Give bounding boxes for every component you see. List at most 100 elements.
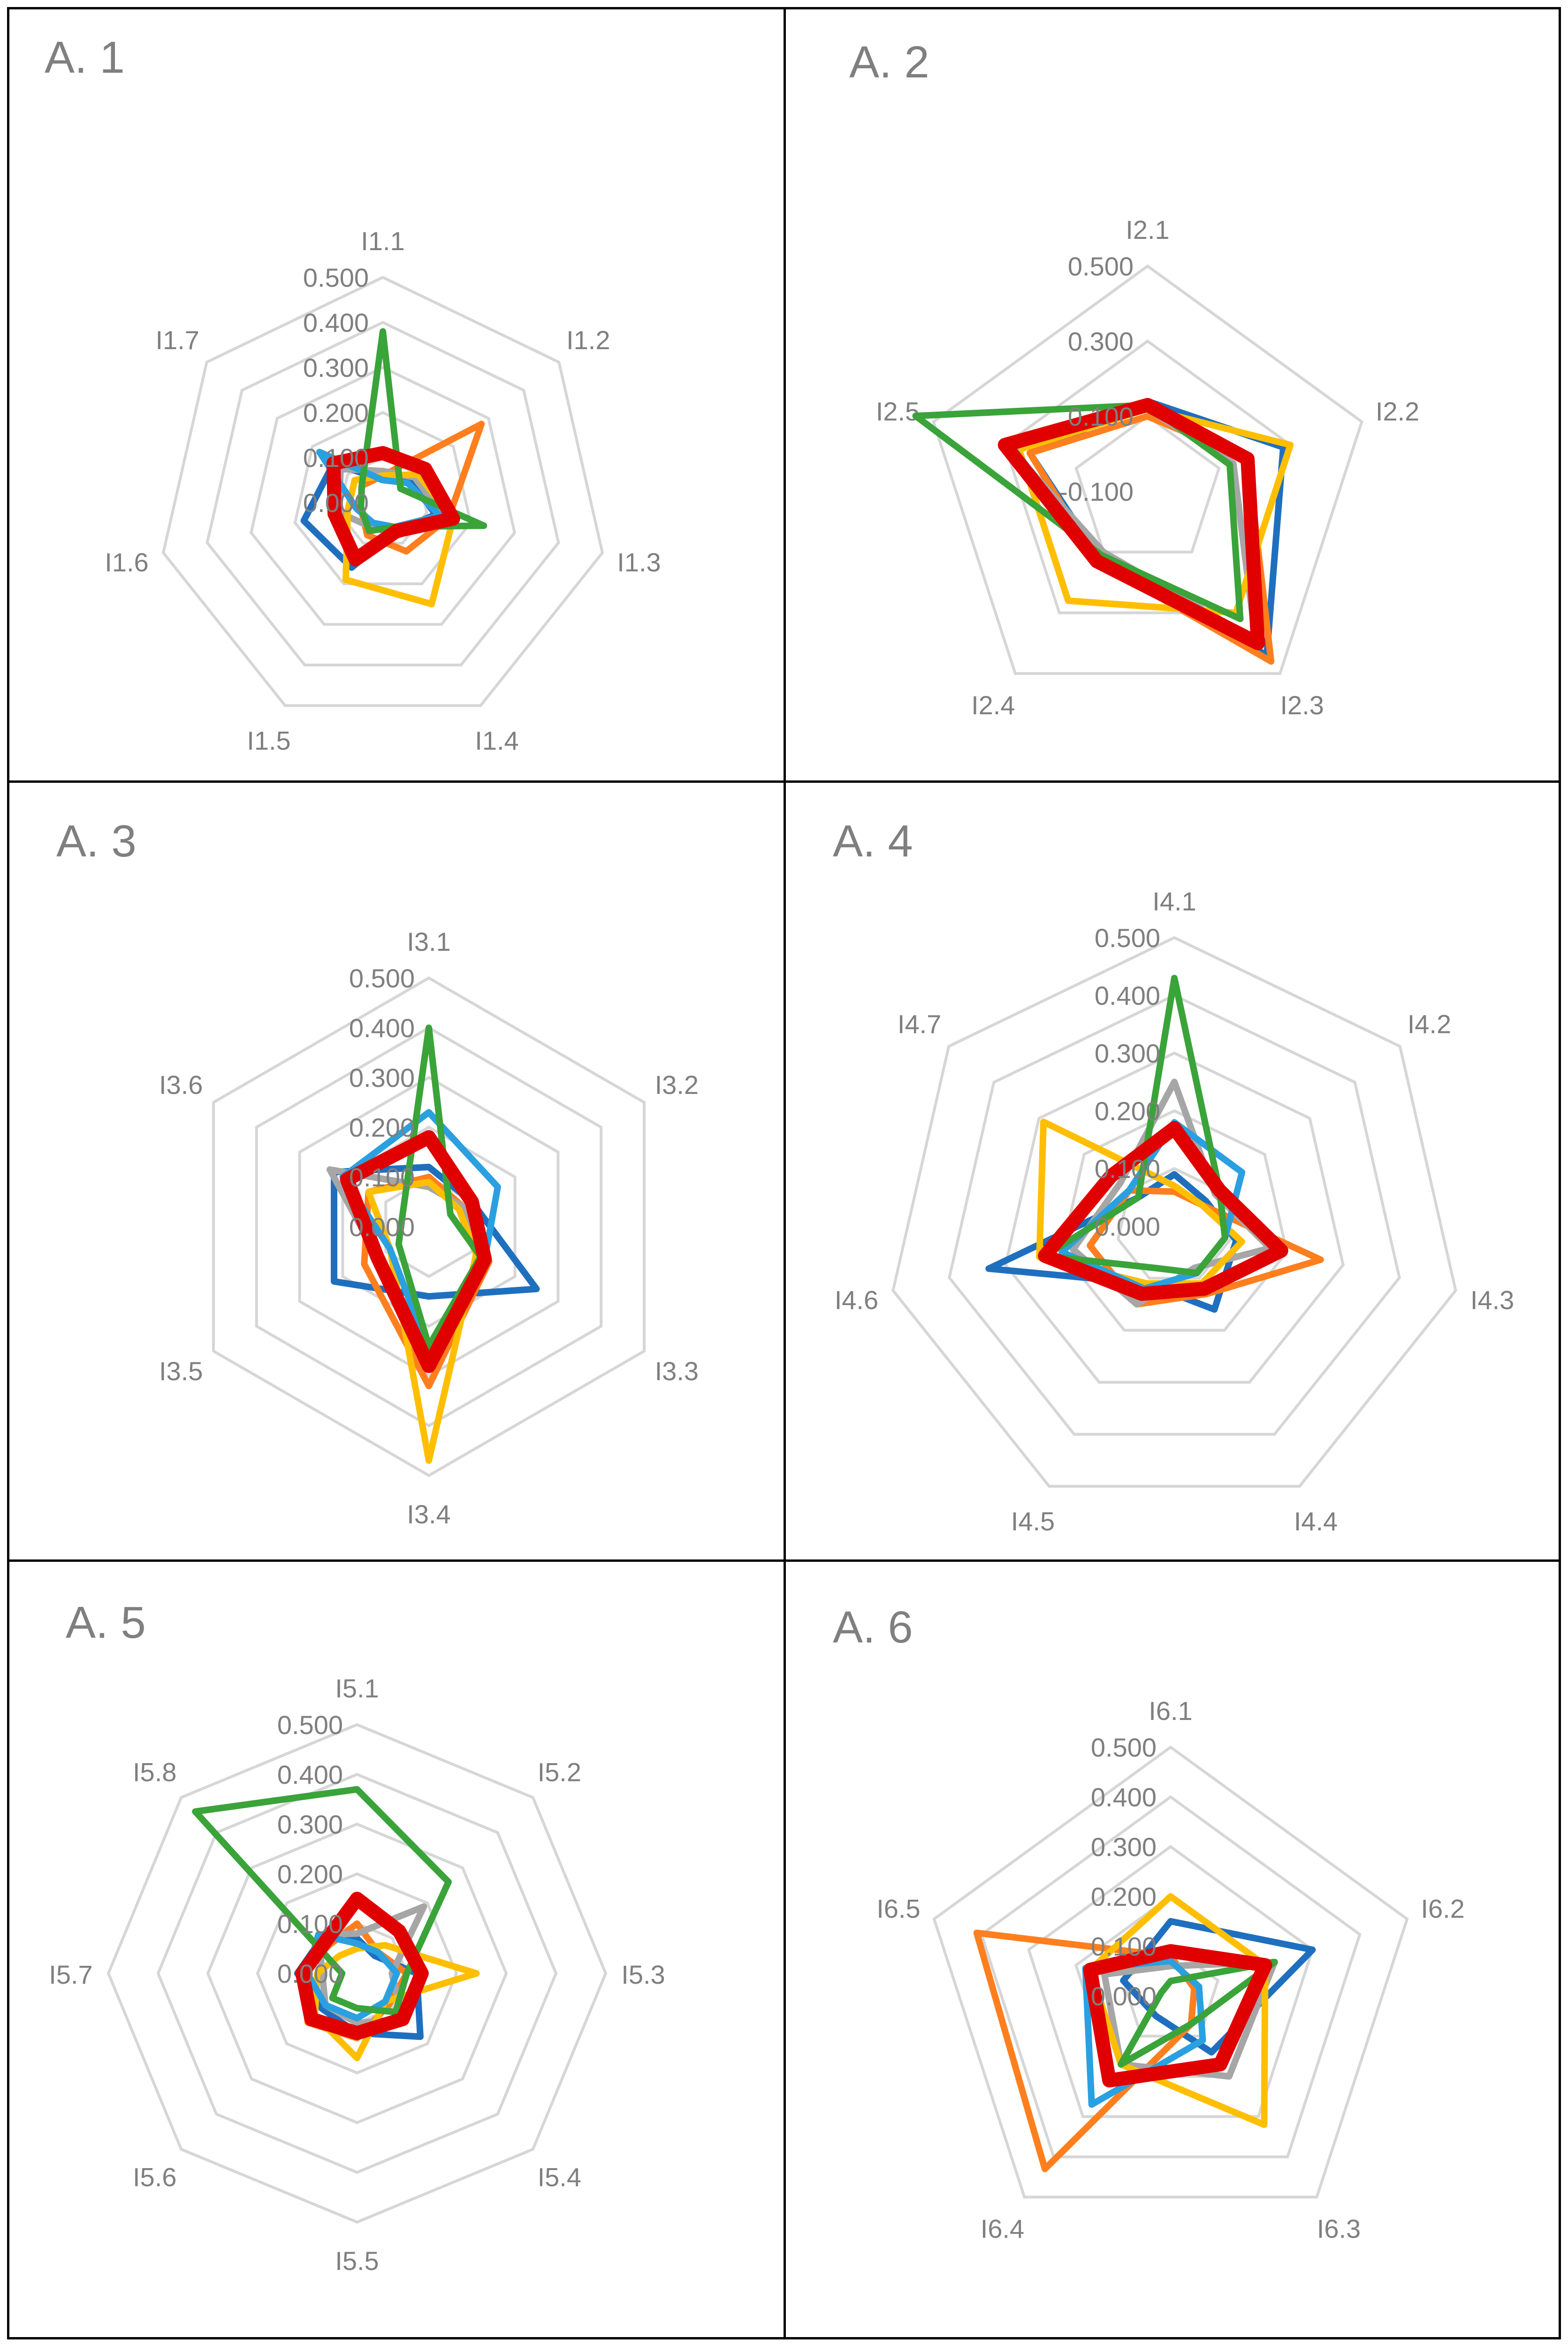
- series-line-s6: [358, 328, 487, 535]
- axis-label: I4.7: [898, 1009, 941, 1039]
- tick-label: 0.300: [277, 1810, 343, 1839]
- grid-ring: [293, 411, 472, 585]
- series-line-s5: [316, 449, 443, 530]
- axis-label: I5.7: [49, 1960, 92, 1989]
- tick-label: 0.000: [1091, 1981, 1157, 2011]
- grid-ring: [161, 275, 604, 707]
- tick-label: 0.300: [1095, 1039, 1160, 1068]
- axis-label: I5.1: [335, 1674, 379, 1703]
- axis-label: I3.2: [655, 1070, 699, 1100]
- tick-label: -0.100: [1059, 477, 1134, 506]
- tick-label: 0.400: [349, 1013, 415, 1043]
- series-line-s7: [340, 1130, 492, 1373]
- tick-label: 0.400: [1091, 1782, 1157, 1812]
- axis-label: I1.7: [155, 325, 199, 355]
- radar-chart-1: A. 1 I1.1 I1.2 I1.3 I1.4 I1.5 I1.6 I1.7 0.000 0.1…: [45, 32, 661, 756]
- tick-label: 0.200: [303, 398, 369, 428]
- radar-chart-2: A. 2 I2.1 I2.2 I2.3 I2.4 I2.5 -0.100 0.100 0.300…: [849, 37, 1419, 720]
- chart-title: A. 3: [56, 816, 137, 866]
- grid-ring: [932, 1745, 1409, 2199]
- tick-label: 0.100: [1095, 1154, 1160, 1184]
- tick-label: 0.400: [303, 308, 369, 337]
- grid-ring: [206, 321, 560, 666]
- series-line-s4: [1087, 1893, 1269, 2128]
- frame-right: [1559, 7, 1561, 2339]
- axis-label: I1.6: [105, 548, 148, 577]
- axis-label: I5.8: [133, 1758, 176, 1787]
- axis-label: I2.5: [876, 397, 920, 426]
- grid-ring: [1004, 1051, 1345, 1384]
- axis-label: I4.5: [1011, 1506, 1055, 1536]
- tick-label: 0.300: [1091, 1832, 1157, 1862]
- tick-label: 0.400: [1095, 981, 1160, 1010]
- tick-label: 0.400: [277, 1760, 343, 1789]
- grid-ring: [980, 1795, 1362, 2158]
- grid-ring: [1074, 414, 1221, 554]
- axis-label: I6.4: [981, 2214, 1024, 2244]
- series-line-s4: [1036, 1118, 1245, 1287]
- axis-label: I1.2: [566, 325, 610, 355]
- tick-label: 0.300: [1068, 327, 1134, 356]
- grid-ring: [256, 1872, 458, 2075]
- tick-label: 0.000: [1095, 1212, 1160, 1241]
- series-line-s7: [295, 1892, 429, 2040]
- axis-label: I4.4: [1294, 1506, 1338, 1536]
- grid-ring: [212, 976, 646, 1477]
- series-line-s4: [365, 1178, 480, 1464]
- axis-label: I3.3: [655, 1356, 699, 1386]
- tick-label: 0.200: [1091, 1882, 1157, 1911]
- axis-label: I3.5: [159, 1356, 203, 1386]
- tick-label: 0.000: [277, 1959, 343, 1988]
- axis-label: I5.4: [538, 2162, 581, 2192]
- tick-label: 0.100: [1091, 1932, 1157, 1961]
- series-line-s6: [395, 1024, 484, 1350]
- radar-chart-3: A. 3 I3.1 I3.2 I3.3 I3.4 I3.5 I3.6 0.000 0.100 0.…: [56, 816, 699, 1529]
- grid-ring: [1060, 1109, 1289, 1332]
- axis-label: I5.2: [538, 1758, 581, 1787]
- axis-label: I1.5: [247, 726, 290, 756]
- grid-ring: [156, 1773, 558, 2174]
- tick-label: 0.500: [349, 963, 415, 993]
- axis-label: I5.5: [335, 2246, 379, 2276]
- tick-label: 0.100: [1068, 402, 1134, 431]
- radar-chart-6: A. 6 I6.1 I6.2 I6.3 I6.4 I6.5 0.000 0.100 0.200 0…: [833, 1602, 1465, 2244]
- tick-label: 0.100: [277, 1909, 343, 1939]
- tick-label: 0.500: [1095, 923, 1160, 953]
- tick-label: 0.100: [349, 1162, 415, 1192]
- series-line-s5: [1058, 1119, 1246, 1292]
- grid-ring: [1027, 1845, 1314, 2118]
- grid-ring: [255, 1026, 603, 1428]
- axis-label: I5.6: [133, 2162, 176, 2192]
- series-line-s7: [326, 446, 460, 567]
- chart-title: A. 6: [833, 1602, 913, 1652]
- axis-label: I1.1: [361, 226, 404, 256]
- axis-label: I4.1: [1152, 886, 1196, 916]
- axis-label: I6.3: [1317, 2214, 1361, 2244]
- axis-label: I4.2: [1408, 1009, 1451, 1039]
- grid-ring: [107, 1723, 608, 2224]
- grid-ring: [931, 264, 1364, 675]
- axis-label: I2.1: [1126, 215, 1169, 245]
- axis-label: I2.3: [1280, 690, 1324, 720]
- tick-label: 0.300: [349, 1063, 415, 1093]
- tick-label: 0.000: [303, 488, 369, 518]
- chart-title: A. 4: [833, 816, 913, 866]
- series-line-s7: [1038, 1121, 1288, 1301]
- axis-label: I4.6: [835, 1285, 878, 1315]
- radar-chart-5: A. 5 I5.1 I5.2 I5.3 I5.4 I5.5 I5.6 I5.7 I5.8 0.00…: [49, 1597, 665, 2276]
- tick-label: 0.300: [303, 353, 369, 382]
- grid-ring: [1003, 339, 1292, 614]
- series-line-s7: [997, 398, 1265, 650]
- grid-ring: [948, 993, 1401, 1436]
- chart-title: A. 2: [849, 37, 929, 87]
- series-line-s4: [1016, 405, 1294, 616]
- grid-ring: [206, 1822, 508, 2124]
- series-line-s6: [912, 402, 1244, 622]
- series-line-s7: [1083, 1944, 1272, 2088]
- axis-label: I3.4: [407, 1499, 450, 1529]
- axis-label: I2.4: [971, 690, 1015, 720]
- chart-title: A. 5: [66, 1597, 146, 1648]
- axis-label: I6.1: [1149, 1696, 1192, 1726]
- tick-label: 0.500: [303, 263, 369, 292]
